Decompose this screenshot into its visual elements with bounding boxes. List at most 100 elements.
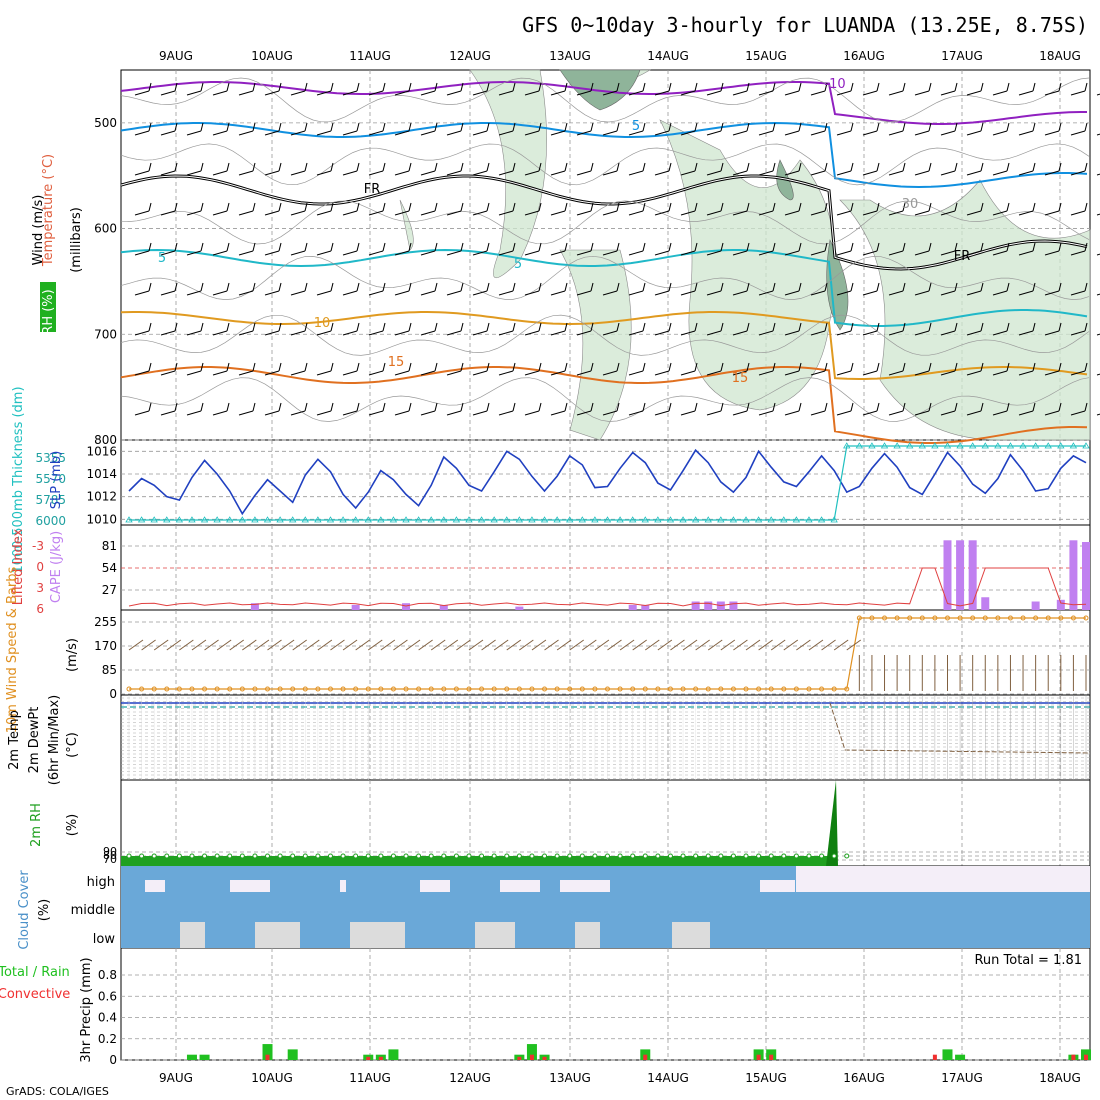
upper-wind-barb <box>914 82 932 96</box>
upper-wind-barb <box>992 362 1010 376</box>
upper-wind-barb <box>342 362 360 376</box>
upper-wind-barb <box>1018 82 1036 96</box>
barb-flag <box>1084 282 1088 292</box>
rh-marker <box>579 853 585 859</box>
top-date-axis: 9AUG 10AUG 11AUG 12AUG 13AUG 14AUG 15AUG 16AUG 1… <box>159 49 1081 63</box>
barb-staff <box>784 330 800 336</box>
barb-flag <box>694 242 698 252</box>
rh-marker <box>831 853 837 859</box>
barb-flag <box>1032 402 1036 412</box>
cape-bar <box>691 601 700 610</box>
barb-flag <box>278 162 282 172</box>
barb-flag <box>1032 162 1036 172</box>
upper-wind-barb <box>862 322 880 336</box>
barb-staff <box>888 170 904 176</box>
rh-unit-label: (%) <box>65 814 80 837</box>
upper-wind-barb <box>732 282 750 296</box>
barb-staff <box>992 130 1008 136</box>
pressure-tick-label: 800 <box>94 433 117 447</box>
wind-barb <box>582 639 597 651</box>
upper-wind-barb <box>420 322 438 336</box>
upper-wind-barb <box>498 402 516 416</box>
barb-flag <box>252 202 256 212</box>
barb-staff <box>602 250 618 256</box>
barb-staff <box>914 90 930 96</box>
upper-wind-barb <box>784 242 802 256</box>
upper-wind-barb <box>758 282 776 296</box>
upper-wind-barb <box>1070 362 1088 376</box>
rh-area <box>121 856 837 866</box>
upper-wind-barb <box>498 322 516 336</box>
upper-wind-barb <box>316 202 334 216</box>
barb-flag <box>850 202 854 212</box>
barb-staff <box>420 370 436 376</box>
rh-marker <box>844 853 850 859</box>
barb-staff <box>940 290 956 296</box>
barb-staff <box>238 250 254 256</box>
barb-staff <box>446 250 462 256</box>
barb-staff <box>628 330 644 336</box>
barb-staff <box>264 170 280 176</box>
upper-wind-barb <box>342 202 360 216</box>
barb-flag <box>746 122 750 132</box>
upper-wind-barb <box>368 122 386 136</box>
upper-wind-barb <box>160 82 178 96</box>
upper-wind-barb <box>368 242 386 256</box>
barb-staff <box>550 210 566 216</box>
upper-wind-barb <box>862 282 880 296</box>
barb-flag <box>1032 362 1036 372</box>
upper-wind-barb <box>1096 173 1100 176</box>
upper-wind-barb <box>290 322 308 336</box>
barb-flag <box>434 362 438 372</box>
barb-staff <box>836 330 852 336</box>
upper-wind-barb <box>290 202 308 216</box>
barb-staff <box>888 370 904 376</box>
upper-wind-barb <box>628 202 646 216</box>
rh-marker <box>227 853 233 859</box>
barb-flag <box>512 362 516 372</box>
barb-flag <box>642 402 646 412</box>
upper-wind-barb <box>758 162 776 176</box>
barb-flag <box>356 122 360 132</box>
upper-wind-barb <box>238 202 256 216</box>
barb-flag <box>356 202 360 212</box>
barb-staff <box>758 250 774 256</box>
rh-marker <box>164 853 170 859</box>
barb-flag <box>226 162 230 172</box>
wind-barb <box>468 639 484 651</box>
barb-staff <box>472 290 488 296</box>
barb-staff <box>1044 210 1060 216</box>
rh-marker <box>403 853 409 859</box>
upper-wind-barb <box>706 82 724 96</box>
barb-flag <box>798 362 802 372</box>
precip-total-bar <box>526 1044 537 1060</box>
upper-wind-barb <box>550 362 568 376</box>
wind-barb <box>493 639 509 651</box>
barb-staff <box>888 290 904 296</box>
barb-flag <box>746 402 750 412</box>
barb-staff <box>576 410 592 416</box>
upper-wind-barb <box>810 202 828 216</box>
rh-legend-swatch <box>40 282 56 332</box>
precip-conv-bar <box>643 1054 648 1060</box>
barb-staff <box>966 90 982 96</box>
barb-staff <box>966 330 982 336</box>
wind-barb <box>279 639 295 651</box>
rh-marker <box>189 853 195 859</box>
upper-wind-barb <box>1070 322 1088 336</box>
barb-flag <box>1058 202 1062 212</box>
barb-staff <box>914 410 930 416</box>
wind-barb <box>405 639 421 651</box>
upper-wind-barb <box>966 362 984 376</box>
barb-flag <box>954 162 958 172</box>
barb-staff <box>862 250 878 256</box>
upper-wind-barb <box>680 282 698 296</box>
barb-staff <box>212 210 228 216</box>
upper-wind-barb <box>550 322 568 336</box>
barb-staff <box>134 130 150 136</box>
barb-staff <box>1096 373 1100 376</box>
rh-marker <box>630 853 636 859</box>
upper-wind-barb <box>186 162 204 176</box>
slp-tick-label: 1016 <box>86 444 117 458</box>
upper-wind-barb <box>264 122 282 136</box>
